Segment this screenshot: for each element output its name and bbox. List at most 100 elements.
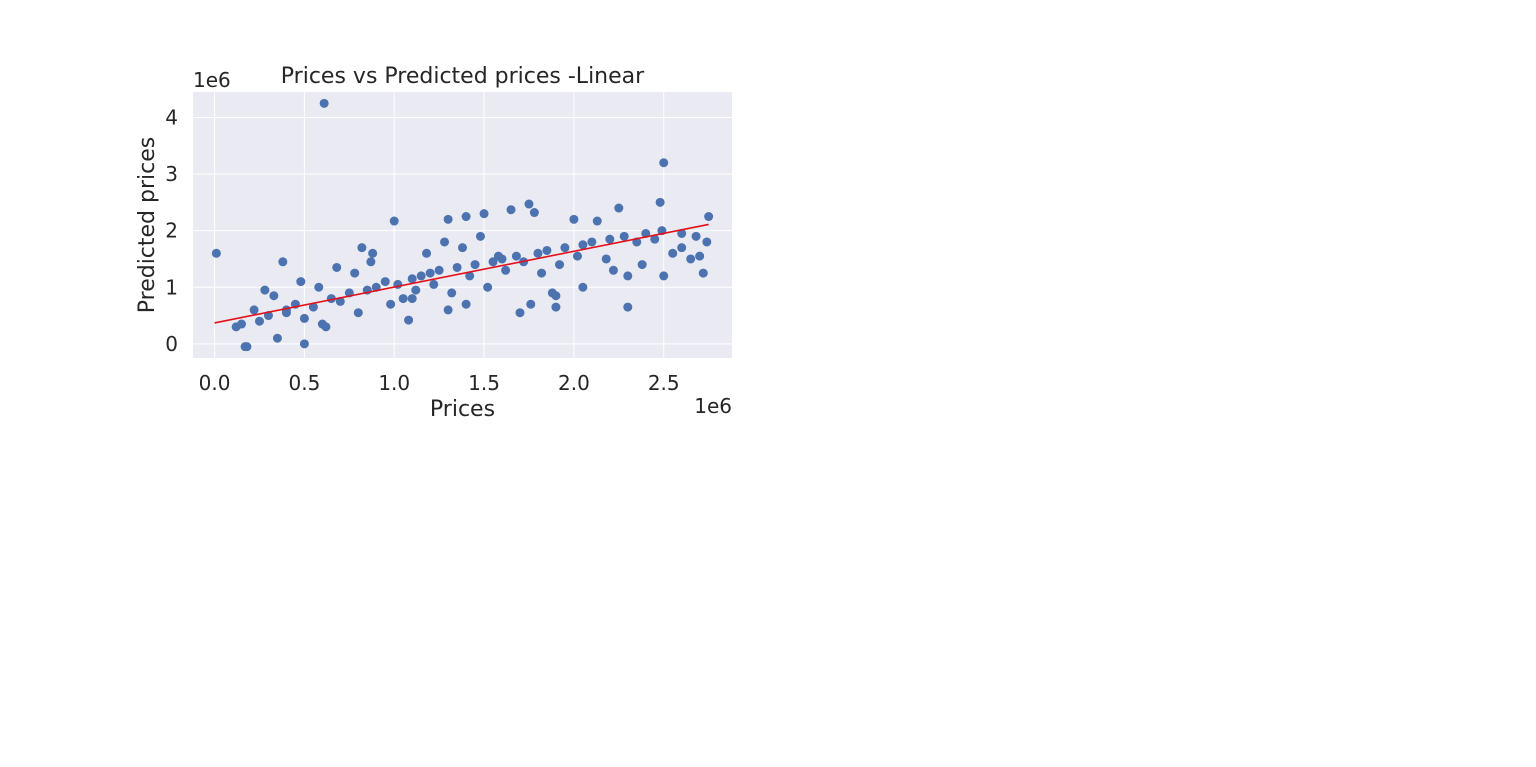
data-point [422,248,432,258]
data-point [659,271,669,281]
data-point [407,274,417,284]
x-tick-labels: 0.0 0.5 1.0 1.5 2.0 2.5 [199,371,680,395]
data-point [695,251,705,261]
data-point [560,243,570,253]
data-point [501,265,511,275]
data-point [211,248,221,258]
data-point [299,313,309,323]
data-point [488,257,498,267]
data-point [272,333,282,343]
y-offset-label: 1e6 [193,68,231,92]
data-point [506,205,516,215]
y-axis-label: Predicted prices [135,137,160,313]
data-point [698,268,708,278]
data-point [231,322,241,332]
data-point [461,212,471,222]
data-point [314,282,324,292]
data-point [702,237,712,247]
y-tick-label: 1 [165,275,178,299]
data-point [529,208,539,218]
y-tick-labels: 0 1 2 3 4 [165,105,178,355]
data-point [278,257,288,267]
fit-line [214,223,709,324]
x-offset-label: 1e6 [694,394,732,418]
data-point [434,265,444,275]
data-point [569,214,579,224]
data-point [623,302,633,312]
data-point [389,216,399,226]
data-point [668,248,678,258]
data-point [470,260,480,270]
data-point [429,279,439,289]
data-point [260,285,270,295]
data-point [515,308,525,318]
data-point [524,199,534,209]
y-tick-label: 2 [165,219,178,243]
data-point [447,288,457,298]
y-tick-label: 4 [165,105,178,129]
data-point [704,212,714,222]
data-point [655,197,665,207]
data-point [475,231,485,241]
y-tick-label: 3 [165,162,178,186]
grid [193,92,732,358]
data-point [357,243,367,253]
data-point [458,243,467,253]
data-point [605,234,615,244]
data-point [526,299,536,309]
data-point [650,234,660,244]
chart-title: Prices vs Predicted prices -Linear [281,64,645,89]
data-point [443,214,453,224]
data-point [677,228,687,238]
data-point [407,294,417,304]
data-point [537,268,547,278]
data-point [366,257,376,267]
data-point [479,209,489,219]
data-point [608,265,618,275]
x-axis-label: Prices [430,397,495,422]
data-point [619,231,629,241]
data-point [542,245,552,255]
data-point [533,248,543,258]
data-point [308,302,318,312]
data-point [623,271,633,281]
data-point [299,339,309,349]
data-point [555,260,565,270]
data-point [380,277,390,287]
data-point [416,271,426,281]
data-point [386,299,396,309]
data-point [335,296,345,306]
data-point [296,277,306,287]
data-point [461,299,471,309]
data-point [242,342,252,352]
data-point [249,305,259,315]
data-point [411,285,421,295]
x-tick-label: 2.5 [648,371,680,395]
data-point [511,251,521,261]
data-point [332,262,342,272]
plot-area [193,92,732,358]
data-point [493,251,503,261]
data-point [578,282,588,292]
x-tick-label: 0.0 [199,371,231,395]
data-point [587,237,597,247]
data-point [465,271,475,281]
data-point [317,319,327,329]
data-point [440,237,450,247]
x-tick-label: 0.5 [288,371,320,395]
scatter-points [211,98,714,352]
data-point [398,294,408,304]
data-point [443,305,453,315]
data-point [659,158,669,168]
data-point [350,268,360,278]
y-tick-label: 0 [165,332,178,356]
data-point [677,243,687,253]
data-point [368,248,378,258]
data-point [319,98,329,108]
data-point [254,316,264,326]
data-point [691,231,701,241]
x-tick-label: 1.0 [378,371,410,395]
data-point [592,216,602,226]
x-tick-label: 2.0 [558,371,590,395]
